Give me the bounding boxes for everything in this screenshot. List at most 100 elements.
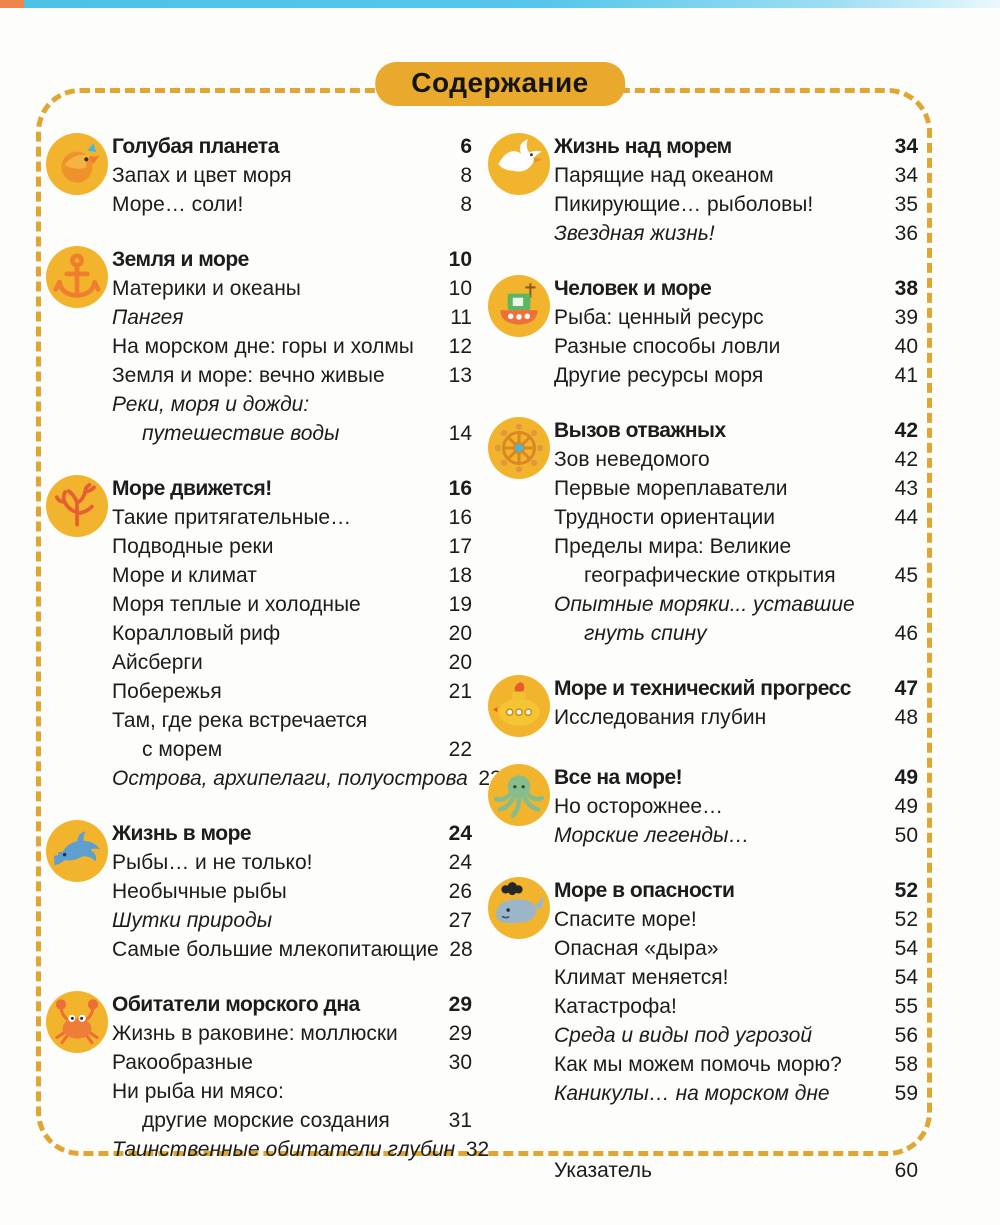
toc-entry: Море и климат (112, 564, 257, 587)
toc-section: Вызов отважных 42 Зов неведомого 42 Первые м… (488, 416, 918, 648)
section-icon-cell (488, 274, 554, 390)
section-icon-cell (46, 245, 112, 448)
section-page-number: 6 (460, 135, 472, 158)
toc-entry-page-number: 48 (894, 706, 918, 729)
toc-entry: Катастрофа! (554, 995, 677, 1018)
toc-entry-page-number: 31 (448, 1109, 472, 1132)
toc-entry: Но осторожнее… (554, 795, 724, 818)
toc-entry-page-number: 29 (448, 1022, 472, 1045)
toc-entry-page-number: 54 (894, 937, 918, 960)
section-title: Указатель (554, 1159, 652, 1182)
toc-column-right: Жизнь над морем 34 Парящие над океаном 34 Пи… (488, 132, 918, 1211)
section-page-number: 42 (894, 419, 918, 442)
toc-entry: Пангея (112, 306, 184, 329)
toc-entry: Такие притягательные… (112, 506, 352, 529)
toc-entry-page-number: 8 (460, 193, 472, 216)
toc-entry-page-number: 58 (894, 1053, 918, 1076)
toc-entry-page-number: 45 (894, 564, 918, 587)
toc-entry: Пределы мира: Великие (554, 535, 792, 558)
toc-entry-page-number: 20 (448, 622, 472, 645)
octopus-icon (488, 764, 550, 826)
toc-entry: Самые большие млекопитающие (112, 938, 439, 961)
toc-entry-page-number: 50 (894, 824, 918, 847)
toc-entry-page-number: 55 (894, 995, 918, 1018)
toc-entry-page-number: 8 (460, 164, 472, 187)
toc-section: Голубая планета 6 Запах и цвет моря 8 Море… … (46, 132, 472, 219)
toc-section: Земля и море 10 Материки и океаны 10 Пангея 1… (46, 245, 472, 448)
toc-section: Человек и море 38 Рыба: ценный ресурс 39 Раз… (488, 274, 918, 390)
section-title: Человек и море (554, 277, 712, 300)
toc-entry: Моря теплые и холодные (112, 593, 361, 616)
page-title-badge: Содержание (375, 62, 625, 106)
toc-section: Обитатели морского дна 29 Жизнь в раковине… (46, 990, 489, 1164)
toc-entry-page-number: 39 (894, 306, 918, 329)
toc-entry: другие морские создания (142, 1109, 390, 1132)
section-page-number: 38 (894, 277, 918, 300)
section-page-number: 60 (894, 1159, 918, 1182)
toc-entry-page-number: 12 (448, 335, 472, 358)
section-page-number: 29 (448, 993, 472, 1016)
section-icon-cell (488, 416, 554, 648)
toc-content: Голубая планета 6 Запах и цвет моря 8 Море… … (46, 132, 918, 1211)
toc-entry-page-number: 41 (894, 364, 918, 387)
toc-entry-page-number: 49 (894, 795, 918, 818)
toc-entry-page-number: 19 (448, 593, 472, 616)
toc-entry-page-number: 46 (894, 622, 918, 645)
toc-entry-page-number: 54 (894, 966, 918, 989)
coral-icon (46, 475, 108, 537)
toc-entry: Рыба: ценный ресурс (554, 306, 764, 329)
toc-entry: Спасите море! (554, 908, 697, 931)
anchor-icon (46, 246, 108, 308)
section-title: Море движется! (112, 477, 272, 500)
toc-entry: Там, где река встречается (112, 709, 368, 732)
section-title: Все на море! (554, 766, 683, 789)
toc-entry-page-number: 44 (894, 506, 918, 529)
section-icon-cell (46, 132, 112, 219)
toc-entry-page-number: 35 (894, 193, 918, 216)
section-title: Вызов отважных (554, 419, 726, 442)
toc-entry-page-number: 10 (448, 277, 472, 300)
toc-entry-page-number: 42 (894, 448, 918, 471)
toc-section: Указатель 60 (488, 1156, 918, 1185)
toc-entry: Климат меняется! (554, 966, 729, 989)
toc-entry: Материки и океаны (112, 277, 301, 300)
toc-entry-page-number: 32 (465, 1138, 490, 1161)
crab-icon (46, 991, 108, 1053)
toc-section: Жизнь в море 24 Рыбы… и не только! 24 Необыч… (46, 819, 473, 964)
toc-entry-page-number: 18 (448, 564, 472, 587)
section-title: Обитатели морского дна (112, 993, 360, 1016)
toc-entry: Коралловый риф (112, 622, 281, 645)
toc-entry-page-number: 56 (894, 1024, 918, 1047)
toc-entry: Земля и море: вечно живые (112, 364, 385, 387)
toc-section: Море движется! 16 Такие притягательные… 16 П… (46, 474, 502, 793)
whale-icon (488, 877, 550, 939)
toc-entry: Опасная «дыра» (554, 937, 719, 960)
toc-entry-page-number: 26 (448, 880, 472, 903)
section-page-number: 16 (448, 477, 472, 500)
toc-entry: географические открытия (584, 564, 836, 587)
toc-entry-page-number: 13 (448, 364, 472, 387)
toc-entry-page-number: 20 (448, 651, 472, 674)
toc-entry: Реки, моря и дожди: (112, 393, 310, 416)
toc-entry: Среда и виды под угрозой (554, 1024, 812, 1047)
section-title: Море и технический прогресс (554, 677, 851, 700)
toc-entry: Острова, архипелаги, полуострова (112, 767, 468, 790)
page-title: Содержание (411, 67, 589, 98)
toc-entry-page-number: 22 (448, 738, 472, 761)
section-page-number: 49 (894, 766, 918, 789)
section-title: Море в опасности (554, 879, 735, 902)
section-page-number: 10 (448, 248, 472, 271)
section-icon-cell (488, 876, 554, 1108)
toc-entry: На морском дне: горы и холмы (112, 335, 414, 358)
toc-entry-page-number: 30 (448, 1051, 472, 1074)
toc-entry: Жизнь в раковине: моллюски (112, 1022, 398, 1045)
toc-entry-page-number: 24 (448, 851, 472, 874)
toc-entry: Побережья (112, 680, 222, 703)
toc-section: Море в опасности 52 Спасите море! 52 Опасная… (488, 876, 918, 1108)
toc-column-left: Голубая планета 6 Запах и цвет моря 8 Море… … (46, 132, 502, 1211)
toc-entry-page-number: 40 (894, 335, 918, 358)
toc-entry: Первые мореплаватели (554, 477, 788, 500)
toc-entry: гнуть спину (584, 622, 707, 645)
section-icon-cell (488, 132, 554, 248)
section-title: Земля и море (112, 248, 249, 271)
